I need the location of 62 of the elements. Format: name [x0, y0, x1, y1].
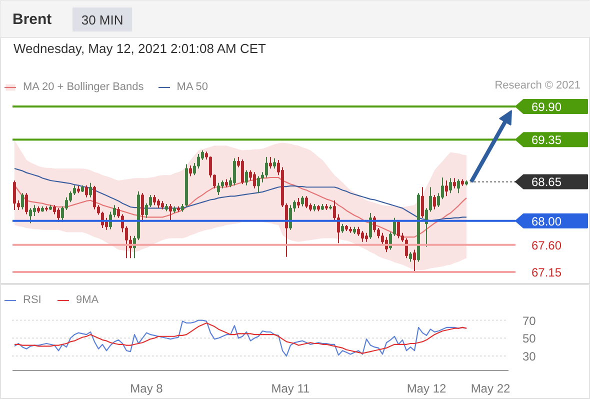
candlestick [381, 232, 384, 246]
chart-title: Brent [12, 11, 52, 28]
candlestick [365, 232, 368, 242]
candlestick [245, 170, 248, 186]
candlestick [253, 172, 256, 189]
candlestick [273, 158, 276, 169]
y-tick-label: 69.90 [532, 100, 562, 114]
legend-label: 9MA [76, 294, 99, 306]
legend-label: MA 20 + Bollinger Bands [23, 81, 144, 93]
y-tick-label: 70 [522, 314, 536, 328]
x-tick-label: May 22 [470, 382, 510, 396]
candlestick [297, 197, 300, 209]
candlestick [33, 204, 36, 217]
candlestick [341, 223, 344, 234]
x-tick-label: May 11 [271, 382, 310, 396]
y-tick-label: 30 [522, 350, 536, 364]
chart-subtitle: Wednesday, May 12, 2021 2:01:08 AM CET [14, 41, 266, 56]
x-tick-label: May 12 [406, 382, 446, 396]
legend-label: RSI [23, 294, 42, 306]
candlestick [233, 158, 236, 186]
candlestick [421, 186, 424, 218]
candlestick [449, 178, 452, 194]
legend-label: MA 50 [176, 81, 208, 93]
candlestick [413, 249, 416, 272]
candlestick [89, 182, 92, 198]
candlestick [153, 194, 156, 206]
candlestick [357, 226, 360, 236]
text: Research © 2021 [494, 80, 580, 92]
candlestick [361, 230, 364, 242]
candlestick [301, 196, 304, 207]
text: 30 MIN [81, 12, 124, 28]
candlestick [53, 204, 56, 215]
candlestick [257, 176, 260, 194]
candlestick [445, 180, 448, 197]
x-tick-label: May 8 [130, 382, 164, 396]
candlestick [269, 156, 272, 169]
candlestick [13, 180, 16, 210]
candlestick [169, 203, 172, 222]
candlestick [57, 208, 60, 223]
y-tick-label: 68.00 [532, 214, 562, 228]
candlestick [457, 178, 460, 194]
y-tick-label: 69.35 [532, 133, 562, 148]
candlestick [241, 158, 244, 185]
candlestick [409, 252, 412, 262]
candlestick [189, 164, 192, 177]
y-tick-label: 68.65 [532, 175, 562, 190]
candlestick [157, 198, 160, 209]
y-tick-label: 67.15 [532, 265, 562, 280]
candlestick [265, 156, 268, 178]
candlestick [93, 185, 96, 210]
candlestick [85, 184, 88, 198]
candlestick [217, 182, 220, 196]
y-tick-label: 50 [522, 332, 536, 346]
candlestick [141, 192, 144, 223]
candlestick [305, 196, 308, 209]
candlestick [289, 204, 292, 230]
candlestick [453, 178, 456, 189]
y-tick-label: 67.60 [532, 238, 562, 252]
candlestick [21, 192, 24, 210]
candlestick [25, 192, 28, 215]
candlestick [29, 208, 32, 224]
candlestick [433, 194, 436, 210]
